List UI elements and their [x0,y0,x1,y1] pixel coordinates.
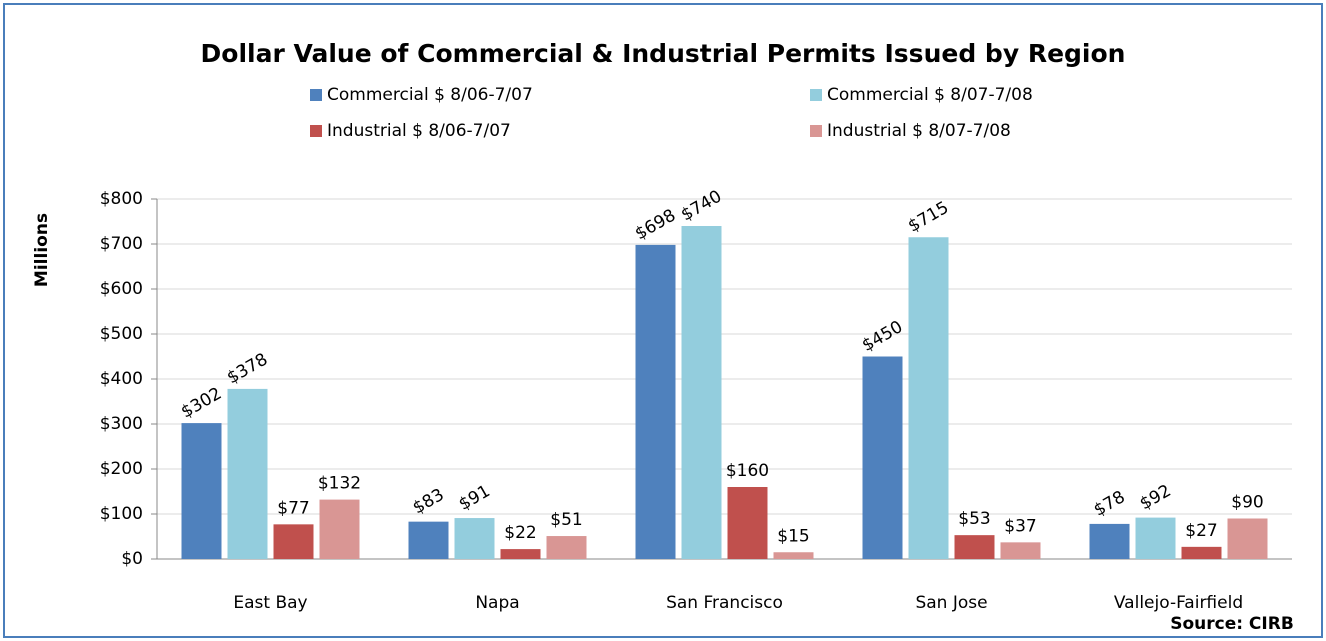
y-tick-label: $100 [100,504,143,524]
bar [273,524,314,559]
data-label: $37 [1004,516,1036,536]
bar [227,388,268,559]
bar [908,237,949,559]
x-tick-label: San Francisco [666,593,783,613]
bar [319,499,360,559]
data-label: $132 [318,474,361,494]
y-tick-label: $300 [100,414,143,434]
data-label: $77 [277,498,309,518]
bar [773,552,814,559]
bar [454,518,495,559]
y-axis-label: Millions [32,213,52,287]
x-tick-label: Vallejo-Fairfield [1114,593,1243,613]
y-tick-label: $200 [100,459,143,479]
legend-swatch [310,89,322,101]
source: Source: CIRB [1170,614,1294,634]
bar [727,487,768,559]
legend-label: Industrial $ 8/06-7/07 [327,121,511,141]
data-label: $27 [1185,521,1217,541]
x-tick-label: East Bay [233,593,307,613]
bar [862,356,903,559]
legend-label: Commercial $ 8/06-7/07 [327,85,533,105]
x-tick-label: Napa [475,593,519,613]
data-label: $51 [550,510,582,530]
bar [1227,518,1268,559]
legend-label: Commercial $ 8/07-7/08 [827,85,1033,105]
legend-swatch [810,125,822,137]
y-tick-label: $0 [121,549,143,569]
bar [1181,546,1222,559]
y-tick-label: $600 [100,279,143,299]
bar [408,521,449,559]
bar [1000,542,1041,559]
bar [681,226,722,559]
y-tick-label: $700 [100,234,143,254]
bar [1089,523,1130,559]
x-tick-label: San Jose [915,593,987,613]
legend-swatch [310,125,322,137]
y-tick-label: $400 [100,369,143,389]
y-tick-label: $500 [100,324,143,344]
bar [546,536,587,559]
bar [1135,517,1176,559]
bar [181,423,222,559]
legend-label: Industrial $ 8/07-7/08 [827,121,1011,141]
data-label: $160 [726,461,769,481]
bar [954,535,995,559]
chart-title: Dollar Value of Commercial & Industrial … [201,39,1126,68]
data-label: $22 [504,523,536,543]
data-label: $15 [777,526,809,546]
y-tick-label: $800 [100,189,143,209]
data-label: $90 [1231,493,1263,513]
data-label: $53 [958,509,990,529]
legend-swatch [810,89,822,101]
bar [500,549,541,559]
bar [635,244,676,559]
